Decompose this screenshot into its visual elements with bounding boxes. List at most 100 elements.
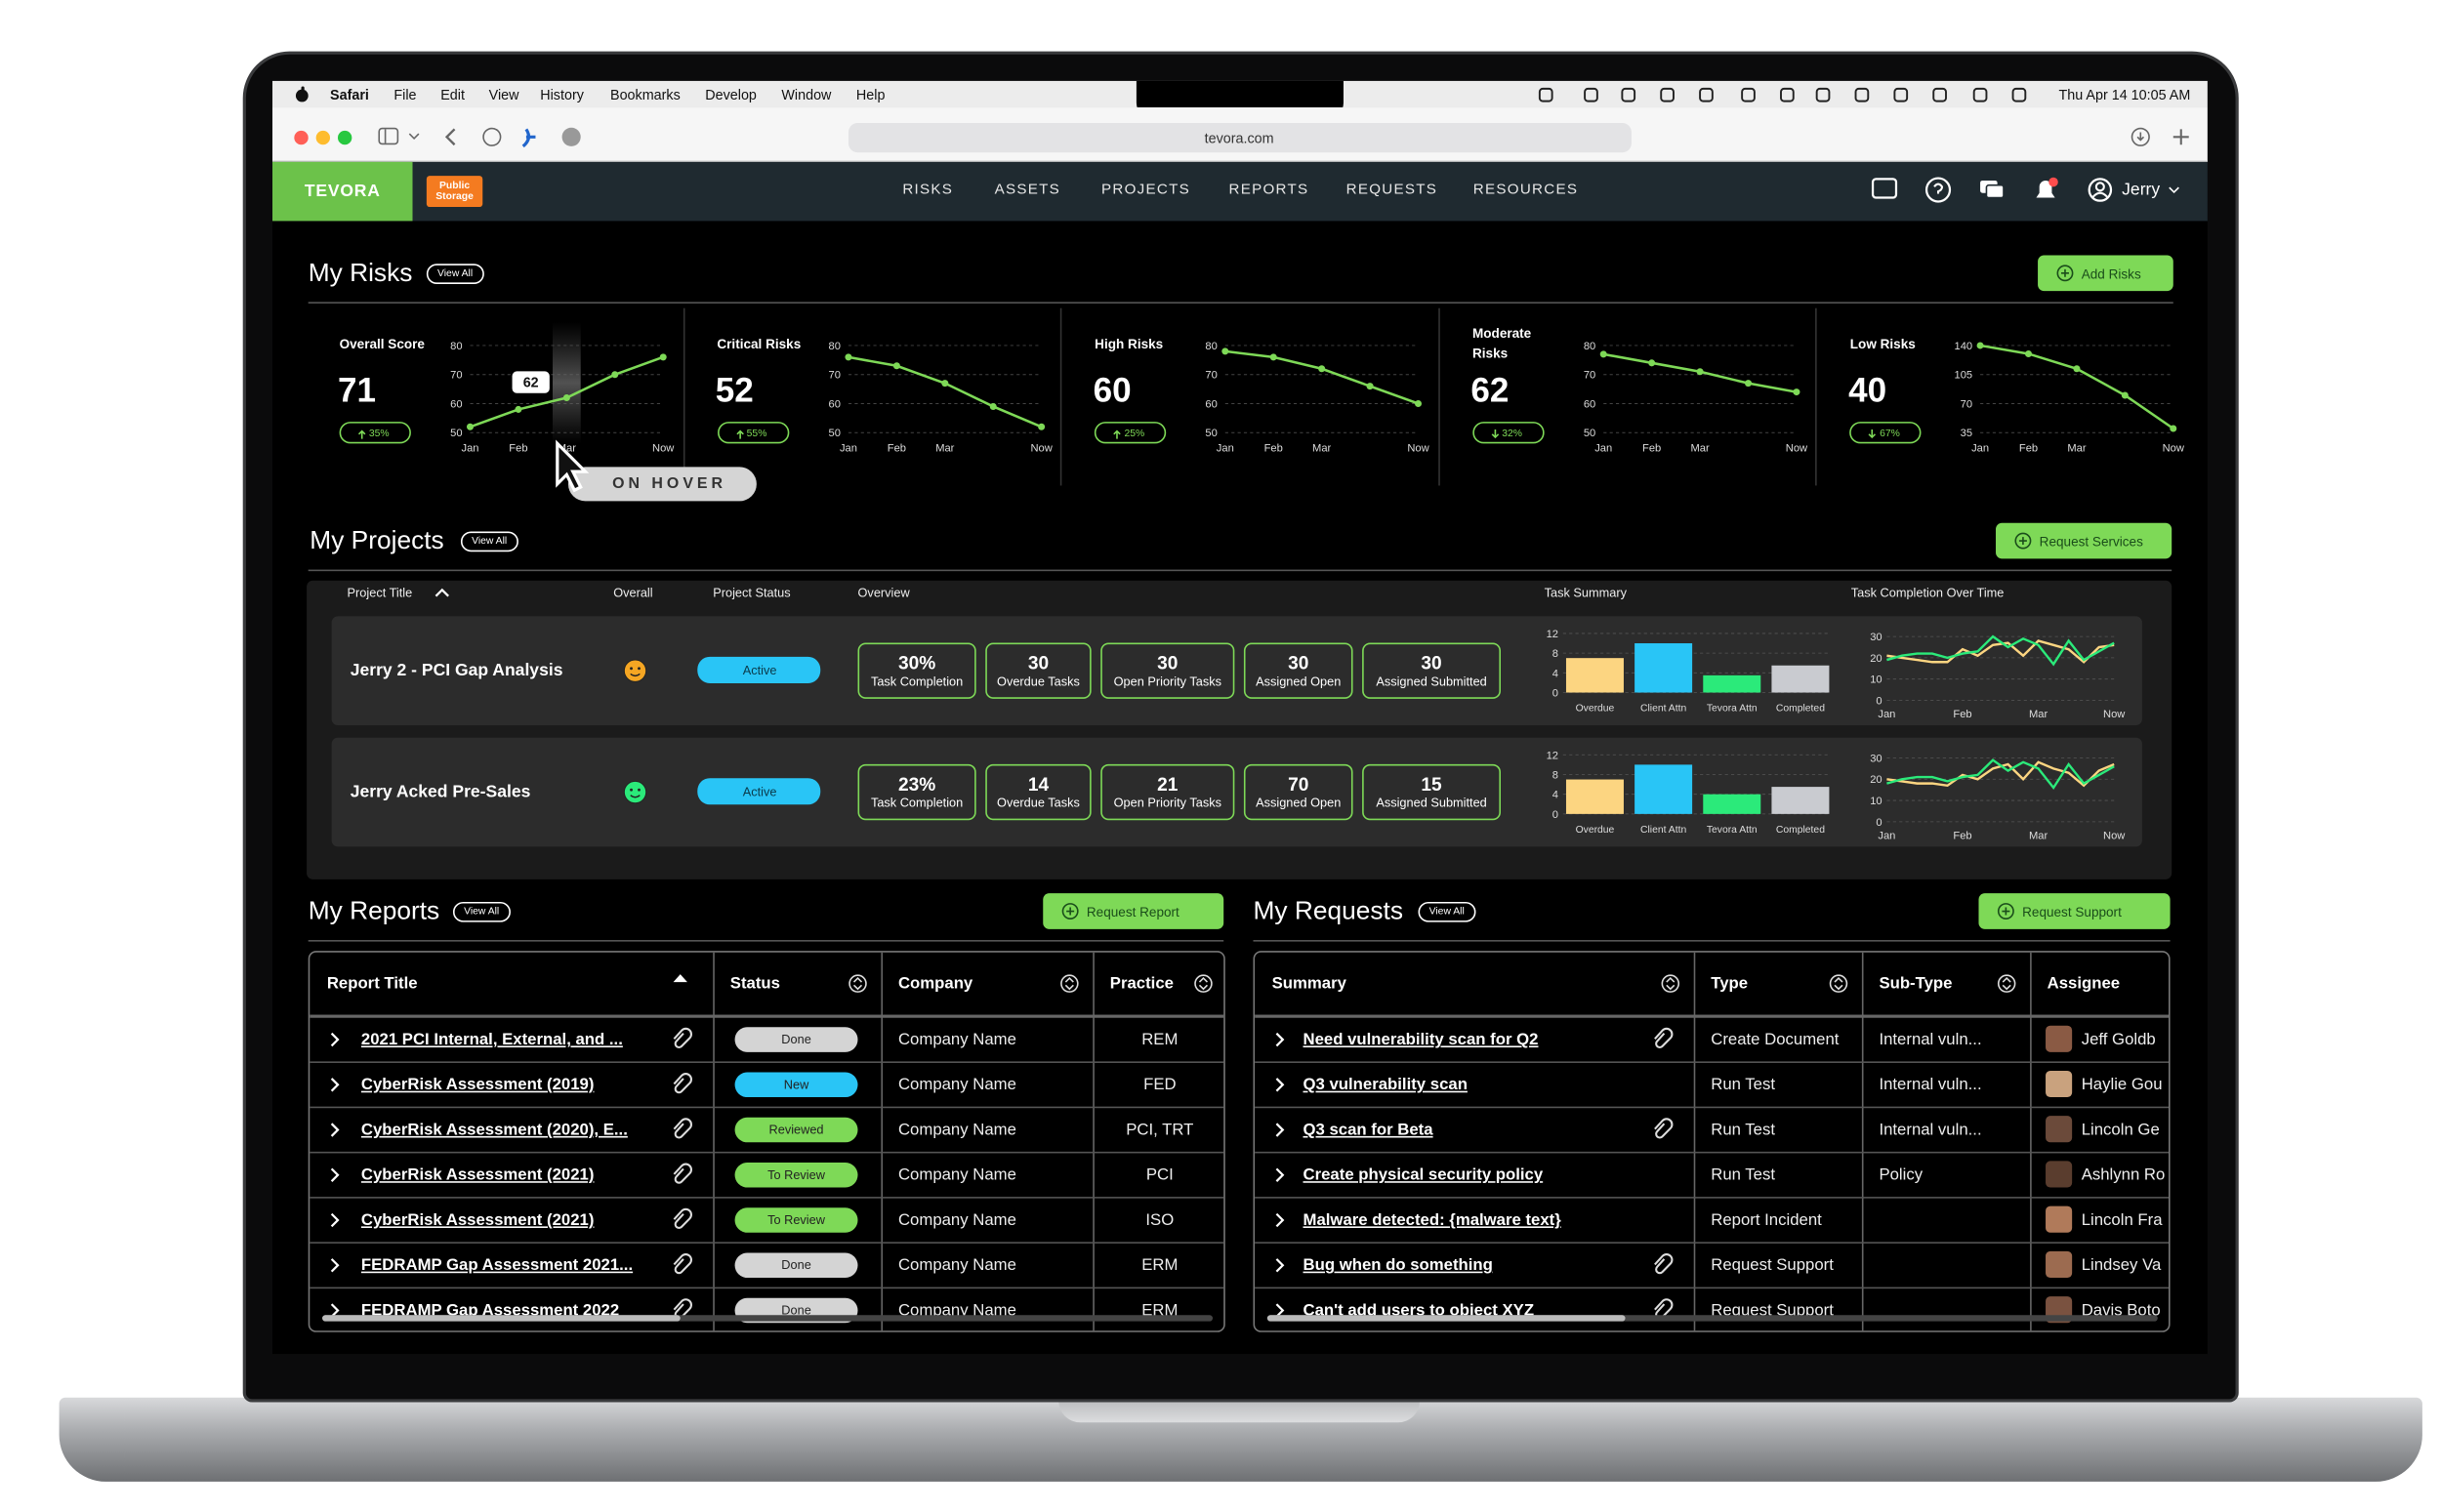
report-title[interactable]: CyberRisk Assessment (2020), E... [360, 1120, 628, 1140]
nav-icons[interactable] [1871, 176, 2061, 204]
attachment-icon[interactable] [670, 1027, 695, 1052]
column-header[interactable]: Practice [1109, 974, 1174, 994]
expand-chevron[interactable] [330, 1257, 340, 1273]
sort-up[interactable] [434, 587, 450, 597]
sort-icon[interactable] [673, 973, 688, 984]
report-title[interactable]: 2021 PCI Internal, External, and ... [360, 1030, 623, 1049]
attachment-icon[interactable] [670, 1118, 695, 1143]
attachment-icon[interactable] [1650, 1252, 1676, 1278]
menu-item[interactable]: Window [781, 87, 832, 103]
sort-icon[interactable] [848, 974, 867, 993]
action-button[interactable]: Request Report [1043, 893, 1224, 929]
overall-face-part [623, 659, 647, 682]
column-header[interactable]: Company [897, 974, 973, 994]
project-name[interactable]: Jerry 2 - PCI Gap Analysis [350, 661, 563, 680]
section-rule [308, 302, 2173, 304]
column-header[interactable]: Type [1711, 974, 1749, 994]
expand-chevron[interactable] [330, 1077, 340, 1092]
attachment-icon[interactable] [1650, 1027, 1676, 1052]
report-title[interactable]: CyberRisk Assessment (2021) [360, 1210, 595, 1230]
expand-chevron[interactable] [1275, 1257, 1285, 1273]
right-icons[interactable] [2130, 126, 2192, 147]
nav-item[interactable]: REPORTS [1228, 181, 1309, 199]
attachment-icon[interactable] [670, 1163, 695, 1188]
expand-chevron[interactable] [1275, 1032, 1285, 1047]
action-button[interactable]: Add Risks [2038, 255, 2173, 292]
x-tick-label: Overdue [1576, 704, 1615, 715]
status-icon [1932, 87, 1947, 102]
expand-chevron[interactable] [330, 1032, 340, 1047]
summary[interactable]: Q3 vulnerability scan [1303, 1075, 1468, 1094]
menu-item[interactable]: History [540, 87, 584, 103]
back-icon[interactable] [444, 128, 458, 146]
user-icon[interactable] [2088, 178, 2113, 203]
expand-chevron[interactable] [330, 1123, 340, 1138]
expand-chevron[interactable] [1275, 1167, 1285, 1183]
column-header[interactable]: Sub-Type [1879, 974, 1953, 994]
sort-icon[interactable] [1661, 974, 1680, 993]
x-tick-label: Now [652, 442, 675, 454]
user-name[interactable]: Jerry [2122, 180, 2161, 200]
expand-chevron[interactable] [1275, 1077, 1285, 1092]
action-button[interactable]: Request Support [1978, 893, 2171, 929]
column-header[interactable]: Report Title [326, 974, 418, 994]
user-caret-part [2169, 186, 2179, 194]
menu-item[interactable]: Develop [705, 87, 757, 103]
summary[interactable]: Bug when do something [1303, 1255, 1493, 1275]
report-title[interactable]: CyberRisk Assessment (2021) [360, 1165, 595, 1185]
y-tick-label: 20 [1870, 774, 1882, 786]
attachment-icon[interactable] [670, 1298, 695, 1324]
attachment-icon[interactable] [1650, 1118, 1676, 1143]
view-all[interactable]: View All [426, 264, 484, 284]
attachment-icon[interactable] [670, 1073, 695, 1098]
scroll-thumb[interactable] [322, 1315, 681, 1322]
attachment-icon[interactable] [670, 1207, 695, 1233]
column-header[interactable]: Status [729, 974, 780, 994]
traffic-light[interactable] [337, 130, 352, 145]
report-title[interactable]: FEDRAMP Gap Assessment 2021... [360, 1255, 634, 1275]
action-button[interactable]: Request Services [1996, 522, 2172, 559]
expand-chevron[interactable] [330, 1167, 340, 1183]
expand-chevron[interactable] [330, 1303, 340, 1319]
attachment-icon[interactable] [1650, 1298, 1676, 1324]
summary[interactable]: Q3 scan for Beta [1303, 1120, 1433, 1140]
menu-item[interactable]: Bookmarks [610, 87, 681, 103]
project-name[interactable]: Jerry Acked Pre-Sales [350, 782, 531, 802]
expand-chevron[interactable] [1275, 1303, 1285, 1319]
sort-icon[interactable] [1829, 974, 1848, 993]
summary[interactable]: Need vulnerability scan for Q2 [1303, 1030, 1539, 1049]
sort-icon-part [1666, 976, 1676, 991]
nav-item[interactable]: RISKS [902, 181, 954, 199]
address-bar[interactable] [848, 122, 1632, 153]
nav-item[interactable]: ASSETS [994, 181, 1061, 199]
traffic-light[interactable] [315, 130, 331, 145]
attachment-icon[interactable] [670, 1252, 695, 1278]
sort-icon[interactable] [1060, 974, 1079, 993]
sort-icon[interactable] [1997, 974, 2016, 993]
risk-point [892, 362, 900, 370]
expand-chevron[interactable] [330, 1212, 340, 1228]
traffic-light[interactable] [294, 130, 309, 145]
expand-chevron[interactable] [1275, 1212, 1285, 1228]
menu-item[interactable]: File [393, 87, 417, 103]
view-all[interactable]: View All [1418, 901, 1475, 922]
sidebar-icon[interactable] [378, 127, 420, 146]
nav-item[interactable]: RESOURCES [1472, 181, 1579, 199]
menu-item[interactable]: Help [855, 87, 886, 103]
nav-item[interactable]: PROJECTS [1100, 181, 1190, 199]
column-header[interactable]: Assignee [2047, 974, 2121, 994]
report-title[interactable]: CyberRisk Assessment (2019) [360, 1075, 595, 1094]
ext-icons[interactable] [482, 126, 585, 148]
nav-item[interactable]: REQUESTS [1345, 181, 1438, 199]
column-header[interactable]: Summary [1271, 974, 1346, 994]
expand-chevron[interactable] [1275, 1123, 1285, 1138]
view-all[interactable]: View All [452, 901, 511, 922]
menu-item[interactable]: Edit [440, 87, 465, 103]
menu-item[interactable]: View [488, 87, 519, 103]
sort-icon[interactable] [1194, 974, 1213, 993]
y-tick-label: 0 [1876, 695, 1882, 707]
view-all[interactable]: View All [460, 531, 518, 552]
summary[interactable]: Malware detected: {malware text} [1303, 1210, 1561, 1230]
summary[interactable]: Create physical security policy [1303, 1165, 1544, 1185]
scroll-thumb[interactable] [1266, 1315, 1626, 1322]
